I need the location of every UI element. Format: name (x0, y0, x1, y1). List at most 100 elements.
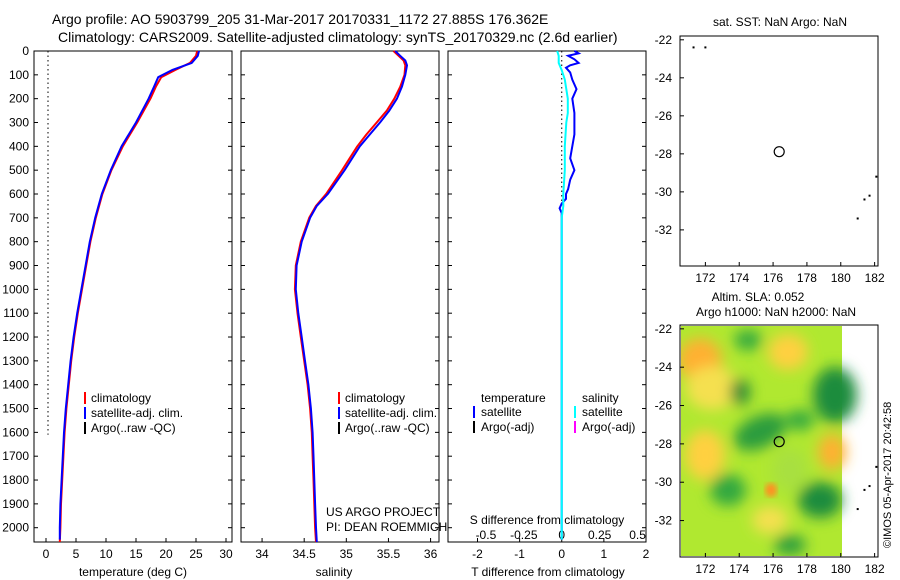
sla-blob-green-5 (733, 413, 787, 451)
map-y-tick-label: -30 (655, 185, 673, 199)
sla-map-axes: 172 174 176 178 180 182 -22 -24 -26 -28 -30 -32 (655, 322, 885, 576)
x-tick-label: 0 (558, 547, 565, 561)
map-point (868, 194, 871, 197)
sla-blob-lime-1 (772, 448, 808, 492)
temperature-legend-argo-label: Argo(..raw -QC) (91, 421, 176, 435)
diff-legend-temp-satellite-label: satellite (481, 405, 522, 419)
series-line-satellite (58, 50, 200, 540)
difference-legend: temperature satellite Argo(-adj) salinit… (473, 391, 635, 434)
argo-position-marker (773, 146, 785, 158)
sla-blob-green-6 (710, 474, 746, 506)
top-tick-label: 0.5 (629, 528, 646, 542)
depth-tick-label: 500 (9, 163, 29, 177)
sla-blob-green-3 (813, 367, 857, 423)
difference-x-axis: -2 -1 0 1 2-0.5 -0.25 0 0.25 0.5 (472, 528, 650, 561)
project-pi: PI: DEAN ROEMMICH (326, 520, 447, 534)
sla-blob-green-2 (730, 379, 750, 405)
map-x-tick-label: 178 (797, 271, 817, 285)
depth-tick-label: 1800 (2, 473, 29, 487)
map-y-tick-label: -26 (655, 399, 673, 413)
depth-tick-label: 1400 (2, 378, 29, 392)
project-name: US ARGO PROJECT (326, 505, 441, 519)
temperature-legend-climatology-label: climatology (91, 391, 151, 405)
map-y-tick-label: -30 (655, 475, 673, 489)
sst-map-axes: 172 174 176 178 180 182 -22 -24 -26 -28 -30 -32 (655, 33, 885, 285)
map-x-tick-label: 182 (865, 562, 885, 576)
top-tick-label: 0.25 (588, 528, 612, 542)
x-tick-label: 35.5 (377, 547, 401, 561)
sla-blob-yellow-3 (685, 430, 725, 480)
salinity-legend: climatology satellite-adj. clim. Argo(..… (338, 391, 437, 435)
x-tick-label: 25 (189, 547, 203, 561)
depth-tick-label: 200 (9, 92, 29, 106)
temperature-axis-label: temperature (deg C) (79, 565, 187, 579)
sla-map-title-line1: Altim. SLA: 0.052 (712, 290, 805, 304)
map-point (704, 46, 707, 49)
diff-legend-sal-argo-label: Argo(-adj) (582, 420, 635, 434)
sla-blob-orange-3 (765, 483, 777, 497)
diff-legend-salinity-header: salinity (582, 391, 619, 405)
salinity-legend-argo-label: Argo(..raw -QC) (345, 421, 430, 435)
map-point (863, 488, 866, 491)
sla-blob-yellow-1 (686, 366, 738, 410)
map-point (692, 46, 695, 49)
map-point (875, 175, 878, 178)
map-x-tick-label: 174 (729, 271, 749, 285)
x-tick-label: -1 (514, 547, 525, 561)
sla-map-overlay (773, 436, 878, 511)
x-tick-label: 20 (159, 547, 173, 561)
map-y-tick-label: -24 (655, 71, 673, 85)
map-y-tick-label: -32 (655, 514, 673, 528)
difference-panel-frame (447, 50, 647, 543)
map-y-tick-label: -28 (655, 147, 673, 161)
difference-axis-label: T difference from climatology (471, 565, 625, 579)
difference-plot-area (556, 50, 582, 540)
sla-blob-yellow-2 (768, 334, 808, 370)
sla-blob-green-7 (798, 482, 842, 518)
salinity-x-axis: 34 34.5 35 35.5 36 (255, 538, 438, 561)
temperature-x-axis: 0 5 10 15 20 25 30 (43, 538, 233, 561)
map-x-tick-label: 180 (831, 271, 851, 285)
salinity-plot-area (293, 50, 408, 543)
sst-map-frame (679, 35, 879, 267)
depth-tick-label: 1300 (2, 354, 29, 368)
depth-tick-label: 100 (9, 68, 29, 82)
diff-legend-temp-argo-label: Argo(-adj) (481, 420, 534, 434)
series-line-climatology (293, 50, 407, 543)
series-line-salinity-satellite (556, 50, 569, 540)
temperature-legend: climatology satellite-adj. clim. Argo(..… (84, 391, 183, 435)
map-point (856, 217, 859, 220)
sst-map-plot-area (692, 46, 878, 220)
depth-tick-label: 1000 (2, 282, 29, 296)
x-tick-label: 34.5 (293, 547, 317, 561)
salinity-legend-satellite-label: satellite-adj. clim. (345, 406, 437, 420)
depth-tick-label: 700 (9, 211, 29, 225)
top-tick-label: -0.25 (510, 528, 538, 542)
sla-blob-orange-2 (818, 434, 846, 470)
map-x-tick-label: 176 (763, 562, 783, 576)
x-tick-label: 15 (129, 547, 143, 561)
sst-map-title: sat. SST: NaN Argo: NaN (713, 15, 847, 29)
sla-map-frame (679, 324, 879, 558)
salinity-panel-frame (240, 50, 440, 543)
depth-tick-label: 1700 (2, 449, 29, 463)
map-x-tick-label: 172 (695, 271, 715, 285)
sla-heatmap (681, 326, 857, 556)
map-point (856, 508, 859, 511)
salinity-axis-label: salinity (316, 565, 353, 579)
map-y-tick-label: -24 (655, 360, 673, 374)
top-tick-label: -0.5 (476, 528, 497, 542)
depth-tick-label: 1200 (2, 330, 29, 344)
map-x-tick-label: 182 (865, 271, 885, 285)
figure-title-line2: Climatology: CARS2009. Satellite-adjuste… (58, 29, 618, 45)
x-tick-label: 35 (340, 547, 354, 561)
depth-tick-label: 1100 (3, 306, 29, 320)
x-tick-label: 34 (255, 547, 269, 561)
series-line-satellite (294, 50, 408, 543)
temperature-panel-frame (33, 50, 233, 543)
difference-top-axis-label: S difference from climatology (470, 513, 625, 527)
argo-position-marker (773, 436, 785, 448)
sla-blob-green-1 (734, 330, 762, 350)
depth-tick-label: 800 (9, 235, 29, 249)
x-tick-label: 36 (424, 547, 438, 561)
